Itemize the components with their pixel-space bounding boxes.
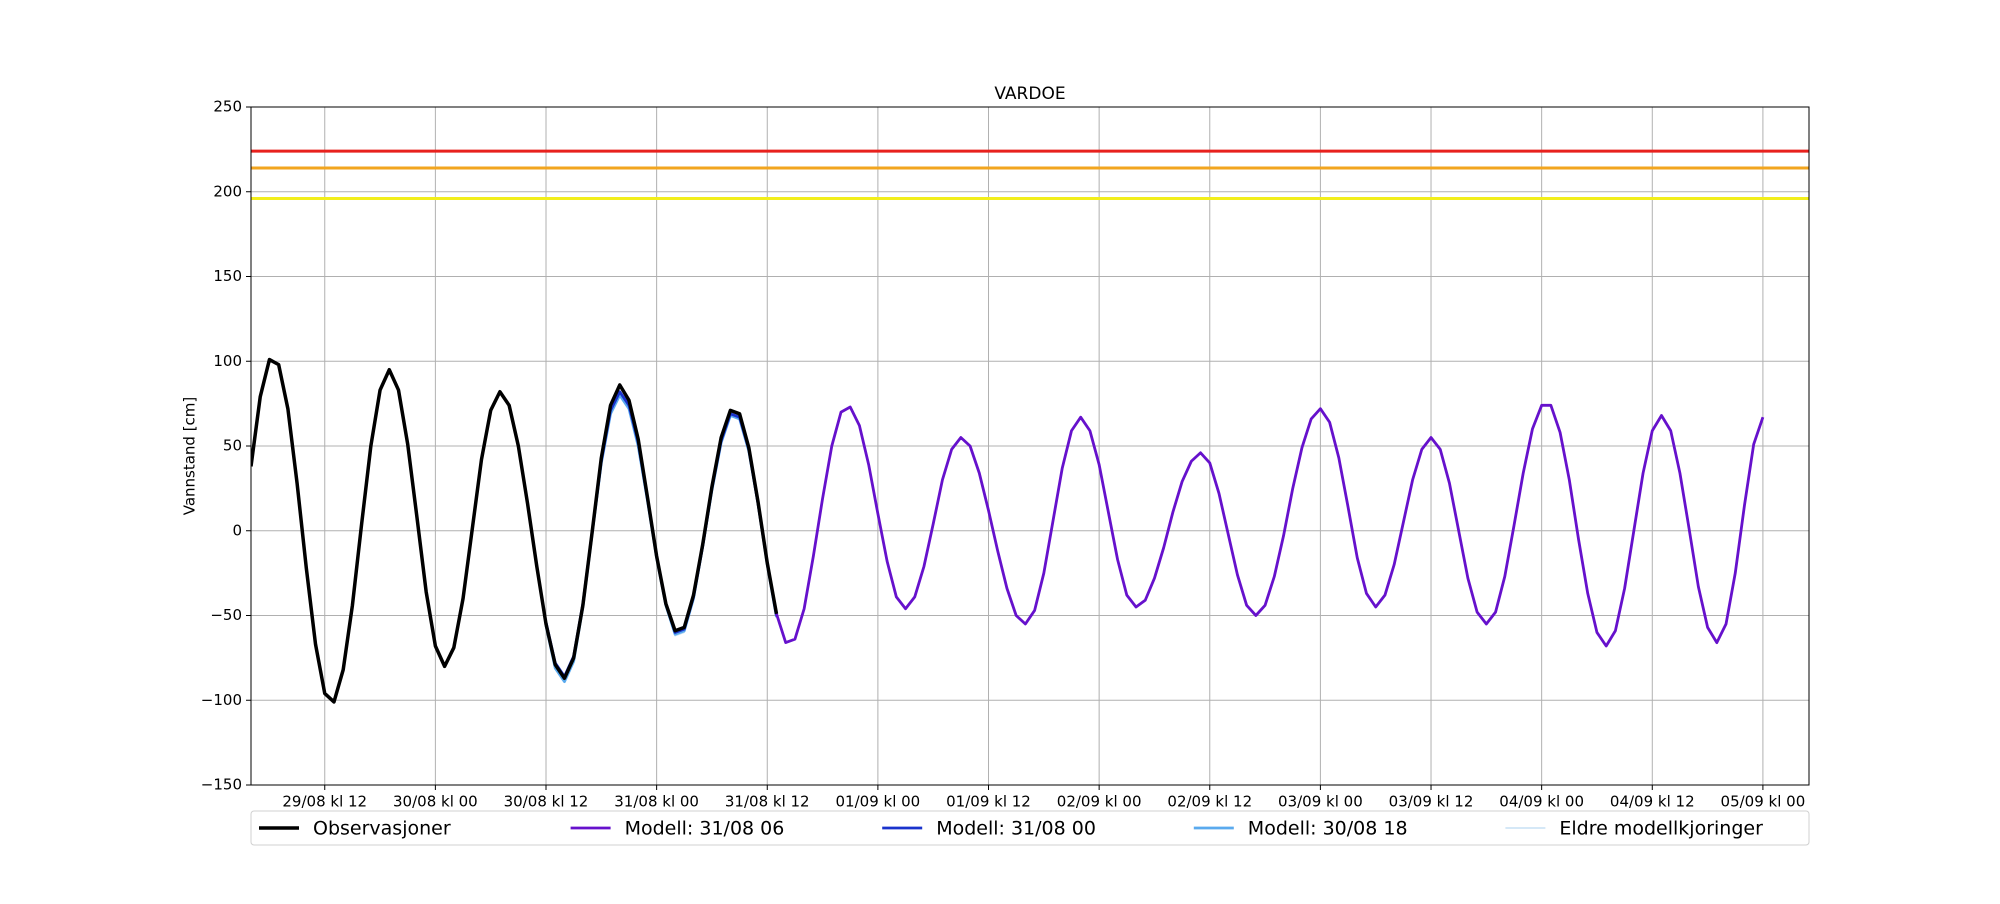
- y-axis-label: Vannstand [cm]: [181, 397, 199, 516]
- x-tick-label: 04/09 kl 12: [1610, 793, 1695, 811]
- legend-label: Eldre modellkjoringer: [1559, 818, 1763, 840]
- y-tick-label: 150: [213, 267, 242, 285]
- legend-label: Observasjoner: [313, 818, 451, 840]
- series-line: [251, 357, 779, 704]
- x-tick-label: 04/09 kl 00: [1499, 793, 1584, 811]
- x-tick-label: 01/09 kl 00: [836, 793, 921, 811]
- series-line: [775, 403, 1765, 648]
- x-tick-label: 30/08 kl 12: [504, 793, 589, 811]
- x-tick-label: 29/08 kl 12: [282, 793, 367, 811]
- y-tick-label: 100: [213, 352, 242, 370]
- y-tick-label: 200: [213, 182, 242, 200]
- plot-frame: [250, 106, 1810, 786]
- x-tick-label: 02/09 kl 12: [1167, 793, 1252, 811]
- legend-label: Modell: 31/08 06: [625, 818, 785, 840]
- x-tick-label: 01/09 kl 12: [946, 793, 1031, 811]
- series-line: [544, 393, 778, 684]
- x-tick-label: 03/09 kl 12: [1389, 793, 1474, 811]
- y-tick-label: 50: [223, 437, 242, 455]
- x-tick-label: 03/09 kl 00: [1278, 793, 1363, 811]
- legend-label: Modell: 31/08 00: [936, 818, 1096, 840]
- y-tick-label: −150: [201, 776, 242, 794]
- y-tick-label: −100: [201, 691, 242, 709]
- x-tick-label: 31/08 kl 12: [725, 793, 810, 811]
- y-tick-label: 0: [232, 521, 242, 539]
- chart-title: VARDOE: [994, 84, 1065, 104]
- y-tick-label: −50: [210, 606, 242, 624]
- legend-label: Modell: 30/08 18: [1248, 818, 1408, 840]
- x-tick-label: 02/09 kl 00: [1057, 793, 1142, 811]
- series-line: [637, 442, 713, 637]
- y-tick-label: 250: [213, 98, 242, 116]
- x-tick-label: 31/08 kl 00: [614, 793, 699, 811]
- x-tick-label: 30/08 kl 00: [393, 793, 478, 811]
- legend-box: [250, 810, 1810, 846]
- series-line: [544, 390, 778, 678]
- x-tick-label: 05/09 kl 00: [1721, 793, 1806, 811]
